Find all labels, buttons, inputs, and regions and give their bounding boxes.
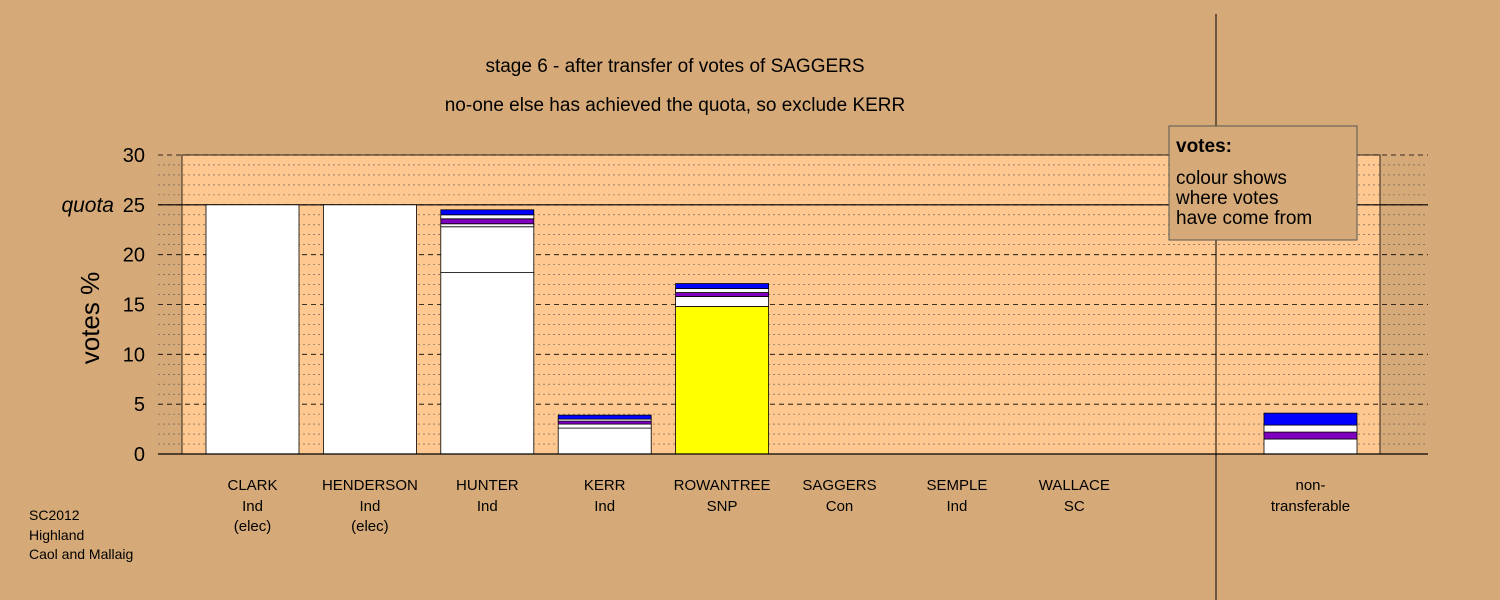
bar-segment xyxy=(675,292,769,297)
y-tick-label: 0 xyxy=(134,444,145,466)
y-tick-label: 15 xyxy=(123,295,145,317)
candidate-party: Ind xyxy=(946,498,967,515)
bar-segment xyxy=(322,204,417,455)
candidate-name: CLARK xyxy=(227,477,277,494)
legend-line: have come from xyxy=(1176,208,1312,229)
candidate-name: WALLACE xyxy=(1039,477,1110,494)
legend-line: where votes xyxy=(1175,188,1278,209)
chart-subtitle: no-one else has achieved the quota, so e… xyxy=(445,95,906,116)
bar-segment xyxy=(1263,424,1358,433)
bar-segment xyxy=(205,204,300,455)
y-tick-label: 20 xyxy=(123,245,145,267)
candidate-party: SNP xyxy=(707,498,738,515)
bars xyxy=(205,204,1358,455)
x-category-labels: CLARK Ind (elec) HENDERSON Ind (elec) HUNTER In… xyxy=(227,477,1350,535)
bar-segment xyxy=(440,214,535,220)
candidate-party: Ind xyxy=(477,498,498,515)
candidate-party: Ind xyxy=(242,498,263,515)
bar-segment xyxy=(440,226,535,274)
candidate-status: (elec) xyxy=(234,518,272,535)
bar-rowantree xyxy=(675,283,769,455)
bar-segment xyxy=(440,272,535,455)
bar-segment xyxy=(557,423,652,429)
bar-clark xyxy=(205,204,300,455)
legend-line: colour shows xyxy=(1176,168,1287,189)
non-transferable-label: non- xyxy=(1295,477,1325,494)
y-tick-label: 5 xyxy=(134,394,145,416)
bar-henderson xyxy=(322,204,417,455)
candidate-party: Ind xyxy=(594,498,615,515)
bar-segment xyxy=(557,414,652,420)
candidate-status: (elec) xyxy=(351,518,389,535)
bar-segment xyxy=(675,288,769,293)
footer-line: SC2012 xyxy=(29,507,80,523)
legend-box: votes: colour shows where votes have com… xyxy=(1168,125,1358,241)
candidate-name: SAGGERS xyxy=(802,477,876,494)
y-tick-labels: 0 5 10 15 20 25 30 xyxy=(123,145,145,466)
bar-kerr xyxy=(557,414,652,455)
chart-title: stage 6 - after transfer of votes of SAG… xyxy=(485,56,864,77)
bar-segment xyxy=(440,218,535,225)
bar-segment xyxy=(1263,438,1358,455)
bar-segment xyxy=(1263,431,1358,440)
y-tick-label: 10 xyxy=(123,344,145,366)
candidate-party: Con xyxy=(826,498,854,515)
bar-segment xyxy=(1263,412,1358,426)
candidate-name: HUNTER xyxy=(456,477,519,494)
bar-segment xyxy=(675,283,769,289)
footer-line: Caol and Mallaig xyxy=(29,546,133,562)
y-tick-label: 30 xyxy=(123,145,145,167)
bar-segment xyxy=(675,296,769,307)
non-transferable-label: transferable xyxy=(1271,498,1350,515)
candidate-party: SC xyxy=(1064,498,1085,515)
bar-non-transferable xyxy=(1263,412,1358,455)
candidate-name: SEMPLE xyxy=(926,477,987,494)
quota-label: quota xyxy=(61,194,114,217)
candidate-name: ROWANTREE xyxy=(674,477,771,494)
legend-heading: votes: xyxy=(1176,136,1232,157)
bar-segment xyxy=(557,427,652,455)
bar-segment xyxy=(440,223,535,228)
axes xyxy=(158,14,1428,600)
footer-line: Highland xyxy=(29,527,84,543)
bar-segment xyxy=(675,306,769,455)
bar-hunter xyxy=(440,209,535,455)
bar-segment xyxy=(440,209,535,216)
y-axis-label: votes % xyxy=(75,272,105,365)
bar-segment xyxy=(557,420,652,425)
candidate-name: KERR xyxy=(584,477,626,494)
candidate-party: Ind xyxy=(359,498,380,515)
candidate-name: HENDERSON xyxy=(322,477,418,494)
y-tick-label: 25 xyxy=(123,195,145,217)
